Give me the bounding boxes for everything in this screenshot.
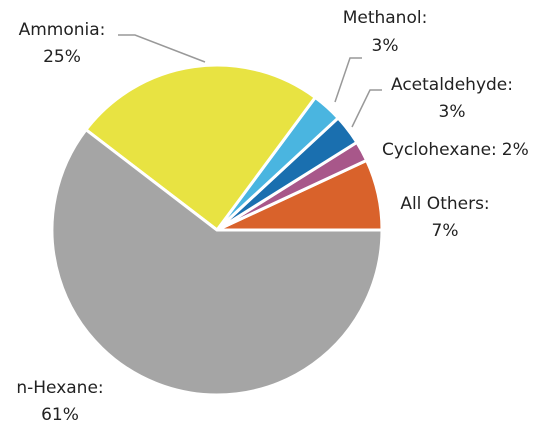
category-label: Acetaldehyde: <box>391 75 513 95</box>
category-label: Cyclohexane: <box>382 140 497 160</box>
leader-line <box>334 57 362 103</box>
category-label: n-Hexane: <box>16 378 103 398</box>
category-label: All Others: <box>400 194 489 214</box>
pie-slice <box>83 63 318 233</box>
category-label: Ammonia: <box>19 20 106 40</box>
value-label: 25% <box>43 47 81 67</box>
slice-label: Cyclohexane: 2% <box>382 140 529 160</box>
pie-slice <box>50 127 384 397</box>
leader-line <box>351 89 382 128</box>
value-label: 3% <box>439 102 466 122</box>
labels: All Others: 7% Cyclohexane: 2% Acetaldehyde:… <box>16 8 528 425</box>
leader-line <box>118 34 206 63</box>
value-label: 3% <box>372 36 399 56</box>
category-label: Methanol: <box>343 8 428 28</box>
value-label: 61% <box>41 405 79 425</box>
pie <box>50 63 384 397</box>
value-label: 2% <box>502 140 529 160</box>
value-label: 7% <box>432 221 459 241</box>
